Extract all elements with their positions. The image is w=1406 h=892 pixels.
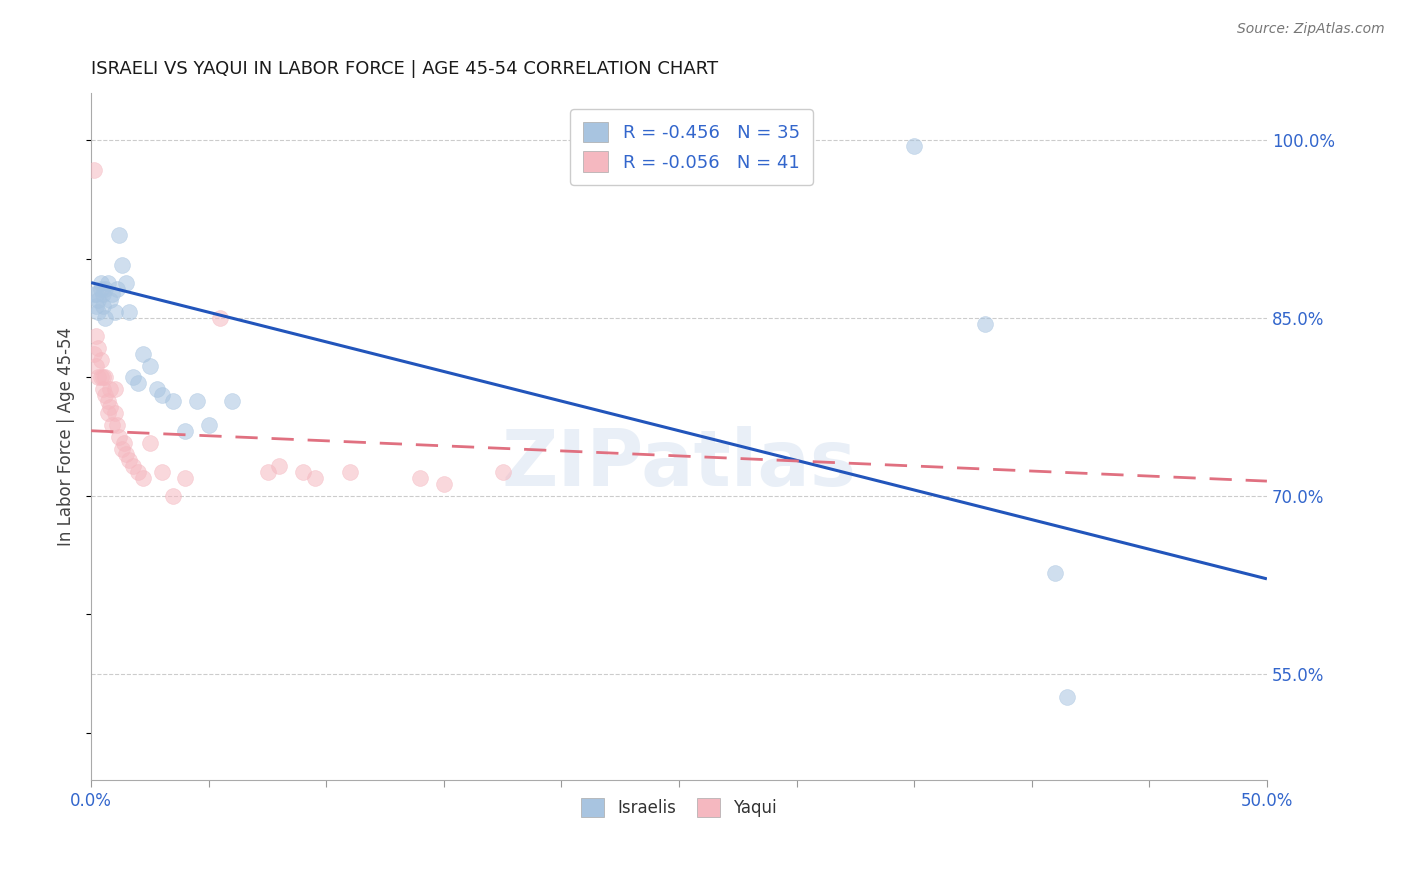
Point	[84, 287, 107, 301]
Point	[91, 287, 114, 301]
Point	[94, 370, 117, 384]
Point	[90, 370, 112, 384]
Point	[90, 276, 112, 290]
Point	[90, 281, 112, 295]
Point	[98, 400, 121, 414]
Point	[132, 471, 155, 485]
Point	[433, 477, 456, 491]
Point	[84, 329, 107, 343]
Point	[87, 305, 110, 319]
Point	[304, 471, 326, 485]
Point	[132, 347, 155, 361]
Point	[108, 430, 131, 444]
Point	[84, 299, 107, 313]
Point	[118, 453, 141, 467]
Text: ZIPatlas: ZIPatlas	[502, 426, 856, 502]
Point	[291, 465, 314, 479]
Point	[97, 394, 120, 409]
Point	[162, 394, 184, 409]
Point	[112, 435, 135, 450]
Point	[105, 417, 128, 432]
Point	[127, 465, 149, 479]
Point	[111, 258, 134, 272]
Point	[94, 388, 117, 402]
Point	[1056, 690, 1078, 705]
Point	[104, 382, 127, 396]
Point	[150, 465, 173, 479]
Point	[98, 382, 121, 396]
Point	[139, 435, 162, 450]
Point	[150, 388, 173, 402]
Point	[104, 406, 127, 420]
Point	[83, 347, 105, 361]
Point	[127, 376, 149, 391]
Point	[101, 417, 124, 432]
Point	[139, 359, 162, 373]
Point	[90, 352, 112, 367]
Point	[115, 447, 138, 461]
Point	[174, 424, 197, 438]
Point	[98, 293, 121, 308]
Point	[146, 382, 169, 396]
Point	[84, 359, 107, 373]
Point	[122, 459, 145, 474]
Point	[111, 442, 134, 456]
Point	[903, 139, 925, 153]
Point	[174, 471, 197, 485]
Point	[94, 311, 117, 326]
Legend: Israelis, Yaqui: Israelis, Yaqui	[575, 791, 783, 823]
Point	[87, 341, 110, 355]
Point	[105, 281, 128, 295]
Point	[94, 281, 117, 295]
Point	[87, 370, 110, 384]
Point	[409, 471, 432, 485]
Point	[221, 394, 243, 409]
Point	[492, 465, 515, 479]
Point	[101, 287, 124, 301]
Point	[339, 465, 361, 479]
Point	[83, 287, 105, 301]
Point	[108, 228, 131, 243]
Text: ISRAELI VS YAQUI IN LABOR FORCE | AGE 45-54 CORRELATION CHART: ISRAELI VS YAQUI IN LABOR FORCE | AGE 45…	[91, 60, 718, 78]
Text: Source: ZipAtlas.com: Source: ZipAtlas.com	[1237, 22, 1385, 37]
Point	[162, 489, 184, 503]
Point	[97, 276, 120, 290]
Point	[256, 465, 278, 479]
Point	[118, 305, 141, 319]
Point	[122, 370, 145, 384]
Y-axis label: In Labor Force | Age 45-54: In Labor Force | Age 45-54	[58, 327, 75, 546]
Point	[115, 276, 138, 290]
Point	[91, 370, 114, 384]
Point	[269, 459, 291, 474]
Point	[209, 311, 232, 326]
Point	[83, 163, 105, 178]
Point	[197, 417, 219, 432]
Point	[91, 382, 114, 396]
Point	[186, 394, 208, 409]
Point	[97, 406, 120, 420]
Point	[1045, 566, 1067, 580]
Point	[91, 299, 114, 313]
Point	[973, 317, 995, 331]
Point	[87, 293, 110, 308]
Point	[104, 305, 127, 319]
